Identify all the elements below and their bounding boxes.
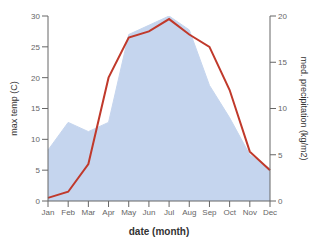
svg-text:30: 30 [31, 12, 40, 21]
svg-text:Dec: Dec [263, 208, 277, 217]
svg-text:Sep: Sep [202, 208, 217, 217]
svg-text:20: 20 [278, 12, 287, 21]
svg-text:10: 10 [278, 104, 287, 113]
svg-text:5: 5 [36, 166, 41, 175]
svg-text:15: 15 [31, 104, 40, 113]
svg-text:0: 0 [278, 197, 283, 206]
svg-text:max temp (C): max temp (C) [9, 81, 19, 136]
svg-text:May: May [121, 208, 136, 217]
svg-text:Jun: Jun [142, 208, 155, 217]
svg-text:Apr: Apr [102, 208, 115, 217]
svg-text:Jan: Jan [42, 208, 55, 217]
svg-text:Mar: Mar [81, 208, 95, 217]
svg-text:Aug: Aug [182, 208, 196, 217]
svg-text:10: 10 [31, 135, 40, 144]
svg-text:Feb: Feb [61, 208, 75, 217]
svg-text:0: 0 [36, 197, 41, 206]
svg-text:Oct: Oct [223, 208, 236, 217]
svg-text:25: 25 [31, 43, 40, 52]
svg-text:date (month): date (month) [129, 226, 190, 237]
svg-text:Nov: Nov [243, 208, 257, 217]
svg-text:5: 5 [278, 151, 283, 160]
svg-text:Jul: Jul [164, 208, 174, 217]
svg-text:15: 15 [278, 58, 287, 67]
svg-text:20: 20 [31, 74, 40, 83]
svg-text:med. precipitation (kg/m2): med. precipitation (kg/m2) [299, 56, 309, 160]
